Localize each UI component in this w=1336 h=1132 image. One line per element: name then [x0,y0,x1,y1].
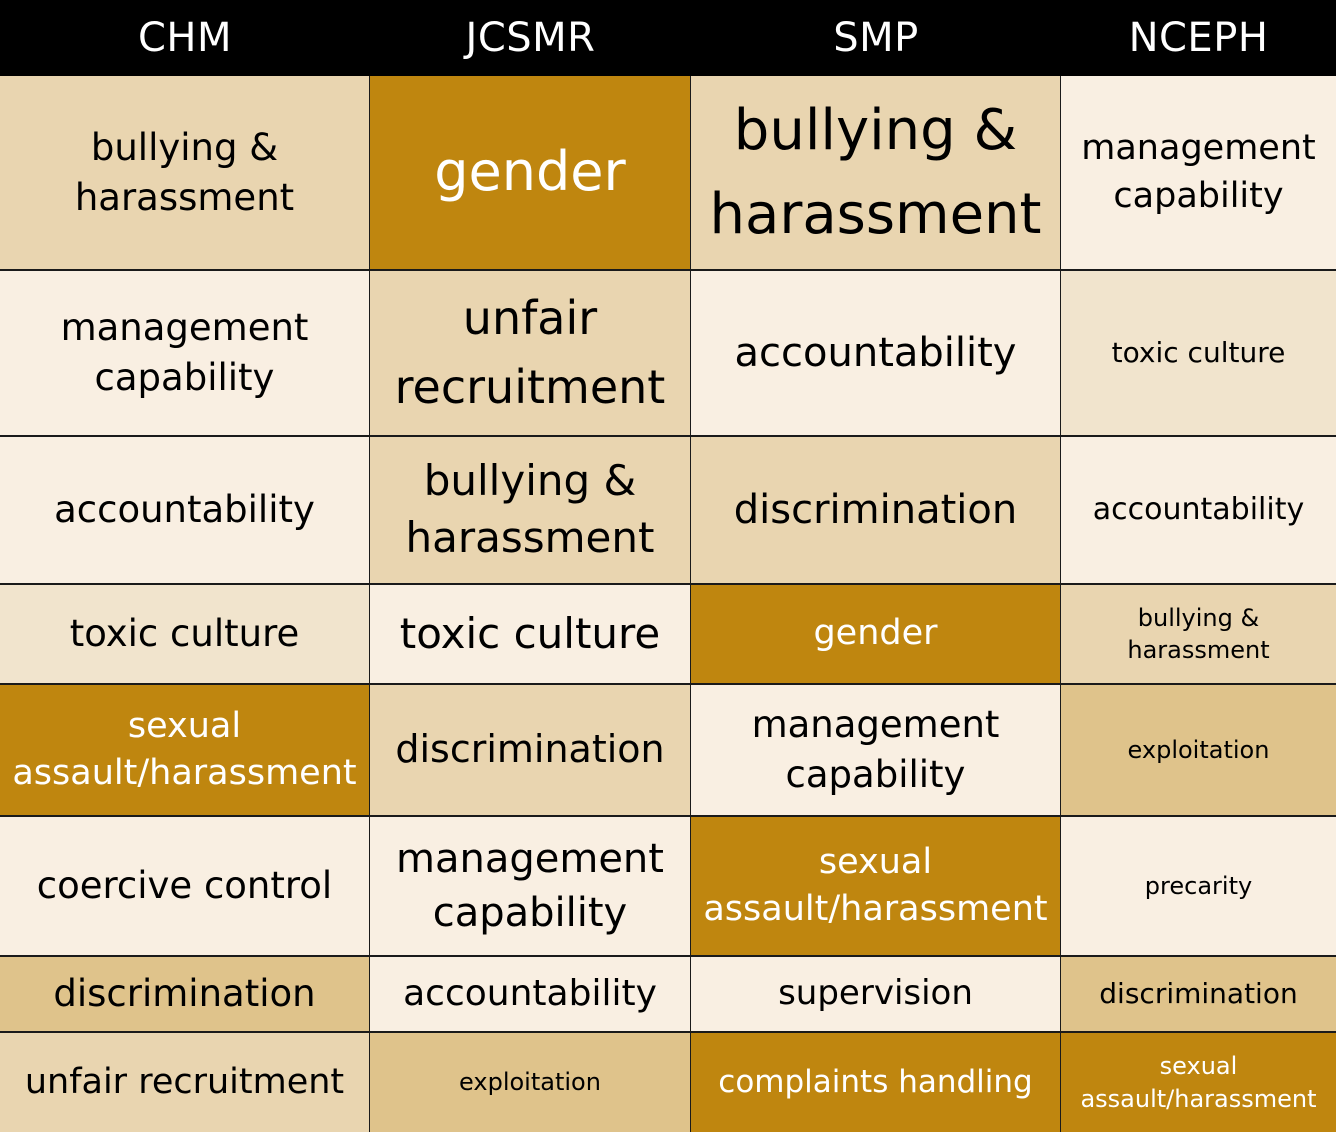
table-cell: complaints handling [691,1033,1061,1132]
table-cell: discrimination [0,957,370,1033]
cell-text: supervision [778,973,973,1014]
cell-text: unfair recruitment [394,291,666,414]
cell-text: accountability [734,330,1017,376]
cell-text: discrimination [1099,977,1298,1011]
table-cell: discrimination [370,685,691,817]
table-cell: exploitation [370,1033,691,1132]
column-header-jcsmr: JCSMR [370,0,691,76]
cell-text: bullying & harassment [405,456,655,562]
cell-text: toxic culture [399,608,661,658]
cell-text: management capability [1081,128,1316,216]
table-cell: toxic culture [1061,271,1336,437]
cell-text: accountability [1092,491,1305,527]
cell-text: bullying & harassment [709,97,1042,247]
column-header-chm: CHM [0,0,370,76]
table-cell: bullying & harassment [370,437,691,585]
cell-text: accountability [403,972,657,1014]
column-header-smp: SMP [691,0,1061,76]
column-header-nceph: NCEPH [1061,0,1336,76]
table-cell: supervision [691,957,1061,1033]
cell-text: coercive control [36,864,333,908]
table-cell: toxic culture [0,585,370,685]
table-cell: management capability [691,685,1061,817]
cell-text: management capability [751,703,1000,796]
cell-text: complaints handling [718,1063,1033,1100]
table-cell: accountability [0,437,370,585]
table-cell: unfair recruitment [0,1033,370,1132]
table-cell: precarity [1061,817,1336,957]
cell-text: unfair recruitment [24,1061,345,1102]
table-cell: exploitation [1061,685,1336,817]
table-cell: discrimination [691,437,1061,585]
cell-text: toxic culture [1111,336,1286,370]
table-cell: accountability [1061,437,1336,585]
cell-text: management capability [396,836,664,936]
table-cell: sexual assault/harassment [0,685,370,817]
table-cell: bullying & harassment [1061,585,1336,685]
cell-text: management capability [60,306,309,399]
table-cell: toxic culture [370,585,691,685]
table-cell: bullying & harassment [691,76,1061,271]
cell-text: toxic culture [69,612,300,656]
cell-text: discrimination [733,487,1018,533]
cell-text: discrimination [395,727,665,772]
cell-text: gender [813,613,938,654]
table-cell: management capability [370,817,691,957]
table-cell: bullying & harassment [0,76,370,271]
table-cell: accountability [691,271,1061,437]
table-cell: coercive control [0,817,370,957]
cell-text: exploitation [459,1068,601,1097]
cell-text: gender [434,140,626,204]
cell-text: bullying & harassment [1127,603,1270,664]
cell-text: sexual assault/harassment [1080,1052,1317,1113]
table-cell: sexual assault/harassment [1061,1033,1336,1132]
table-cell: unfair recruitment [370,271,691,437]
cell-text: bullying & harassment [74,125,295,219]
table-cell: sexual assault/harassment [691,817,1061,957]
table-cell: management capability [1061,76,1336,271]
cell-text: sexual assault/harassment [703,841,1048,929]
cell-text: discrimination [53,972,316,1016]
table-cell: accountability [370,957,691,1033]
table-cell: discrimination [1061,957,1336,1033]
table-cell: management capability [0,271,370,437]
cell-text: sexual assault/harassment [12,705,357,793]
cell-text: precarity [1144,871,1253,900]
cell-text: exploitation [1127,735,1270,764]
cell-text: accountability [54,488,315,532]
table-cell: gender [370,76,691,271]
table-cell: gender [691,585,1061,685]
